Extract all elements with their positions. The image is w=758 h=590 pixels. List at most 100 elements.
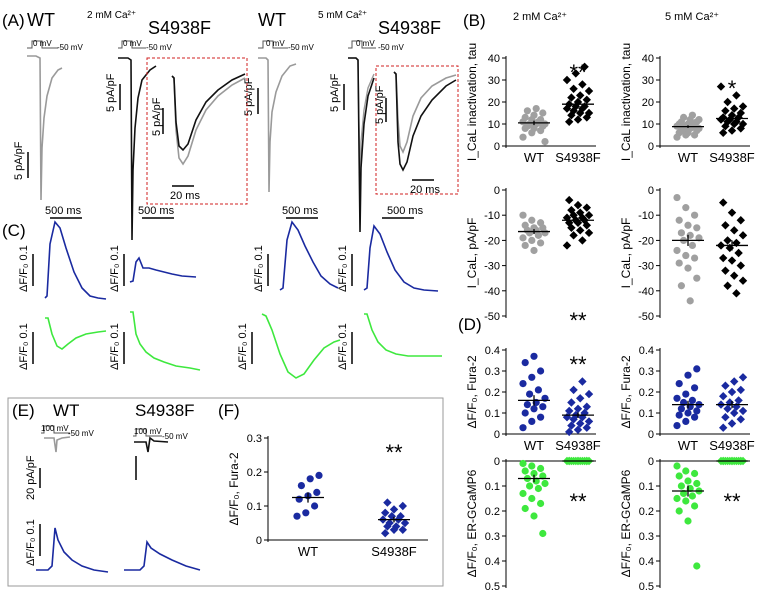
e-proto-100-mut: 100 mV	[134, 427, 162, 436]
data-point-wt	[695, 116, 703, 124]
data-point-mut	[573, 200, 583, 210]
data-point-wt	[528, 373, 536, 381]
data-point-wt	[682, 497, 690, 505]
e-mut-label: S4938F	[135, 401, 195, 420]
data-point-wt	[673, 394, 681, 402]
data-point-mut	[730, 104, 739, 113]
data-point-mut	[576, 108, 585, 118]
data-point-mut	[571, 69, 580, 78]
e-trace-wt	[44, 436, 71, 453]
x-category-label: S4938F	[709, 150, 755, 165]
a-trace-mut-5mM	[348, 57, 375, 233]
y-tick-label: -20	[638, 235, 654, 247]
data-point-wt	[519, 234, 527, 242]
y-tick-label: 0.3	[485, 366, 500, 378]
significance-marker: **	[569, 489, 587, 514]
data-point-mut	[398, 525, 407, 534]
data-point-mut	[730, 226, 739, 235]
data-point-mut	[736, 261, 745, 270]
data-point-mut	[569, 231, 578, 240]
y-tick-label: 0.4	[639, 556, 654, 568]
data-point-mut	[730, 377, 739, 386]
significance-marker: *	[728, 76, 737, 101]
ef-frame	[7, 397, 444, 587]
y-tick-label: 0	[648, 429, 654, 441]
data-point-wt	[673, 462, 681, 470]
data-point-mut	[716, 82, 726, 91]
data-point-mut	[389, 525, 399, 534]
data-point-mut	[723, 404, 732, 413]
data-point-mut	[383, 498, 392, 507]
data-point-wt	[677, 482, 686, 490]
a-mut-label-5mM: S4938F	[378, 18, 441, 38]
y-tick-label: 20	[642, 97, 654, 109]
data-point-wt	[693, 274, 701, 282]
y-tick-label: -40	[638, 286, 654, 298]
data-point-wt	[519, 459, 527, 468]
data-point-mut	[730, 408, 739, 418]
data-point-wt	[528, 462, 536, 470]
data-point-wt	[537, 413, 545, 421]
c-fura-trace-wt-2mM	[44, 220, 107, 300]
e-scalebar-label-dff: ΔF/F₀ 0.1	[25, 519, 37, 566]
data-point-wt	[680, 489, 688, 498]
data-point-mut	[573, 115, 583, 124]
data-point-mut	[565, 117, 574, 126]
data-point-mut	[383, 522, 392, 531]
y-axis-label: I_CaL inactivation, tau	[619, 43, 633, 161]
y-tick-label: 0.1	[485, 481, 500, 493]
y-tick-label: 0.4	[639, 345, 654, 357]
data-point-wt	[691, 384, 699, 392]
data-point-wt	[693, 407, 701, 415]
b-ica-5mM-plot: 0 -10 -20 -30 -40 -50 I_CaL, pA/pF	[619, 185, 748, 323]
data-point-wt	[693, 224, 701, 232]
y-tick-label: 0.2	[639, 506, 654, 518]
data-point-wt	[541, 138, 549, 146]
e-proto-50-wt: -50 mV	[68, 429, 94, 438]
data-point-wt	[680, 113, 688, 121]
y-tick-label: 0.2	[247, 467, 262, 479]
data-point-mut	[736, 108, 745, 118]
data-point-wt	[537, 499, 545, 508]
data-point-mut	[725, 243, 734, 253]
data-point-mut	[582, 113, 591, 122]
y-tick-label: 0	[256, 535, 262, 547]
a-proto-50mv-1: -50 mV	[57, 43, 83, 52]
data-point-wt	[519, 489, 527, 498]
data-point-wt	[534, 386, 543, 394]
data-point-mut	[582, 95, 591, 104]
data-point-mut	[582, 402, 591, 411]
y-tick-label: 0.4	[485, 556, 500, 568]
a-inset-box-5mM	[375, 65, 459, 195]
data-point-wt	[693, 365, 701, 373]
a-protocol-wt-2mM	[27, 40, 58, 49]
c-timebar-label-3: 500 ms	[282, 205, 319, 217]
y-tick-label: 0	[648, 456, 654, 468]
data-point-wt	[539, 403, 547, 411]
data-point-wt	[688, 241, 697, 250]
x-category-label: S4938F	[709, 438, 755, 453]
data-point-wt	[677, 229, 686, 237]
panel-label-c: (C)	[2, 221, 26, 240]
data-point-wt	[684, 264, 692, 272]
data-point-wt	[297, 482, 305, 490]
data-point-mut	[584, 108, 594, 118]
y-tick-label: 0.5	[639, 581, 654, 590]
d-ergc-2mM-plot: 0 0.1 0.2 0.3 0.4 0.5 ΔF/F₀, ER-GCaMP6 **	[465, 456, 596, 590]
y-tick-label: 0.3	[485, 531, 500, 543]
data-point-wt	[688, 396, 697, 404]
data-point-mut	[723, 97, 732, 107]
data-point-mut	[738, 373, 748, 382]
data-point-mut	[723, 117, 732, 126]
data-point-mut	[389, 505, 399, 514]
c-scalebar-label-2: ΔF/F₀ 0.1	[109, 245, 121, 292]
data-point-wt	[693, 479, 701, 488]
data-point-wt	[530, 405, 538, 413]
data-point-mut	[567, 223, 576, 232]
data-point-wt	[684, 221, 692, 229]
data-point-mut	[732, 117, 741, 126]
data-point-wt	[684, 371, 692, 379]
y-axis-label: ΔF/F₀, ER-GCaMP6	[619, 469, 633, 577]
data-point-mut	[736, 415, 745, 424]
data-point-mut	[565, 195, 574, 205]
